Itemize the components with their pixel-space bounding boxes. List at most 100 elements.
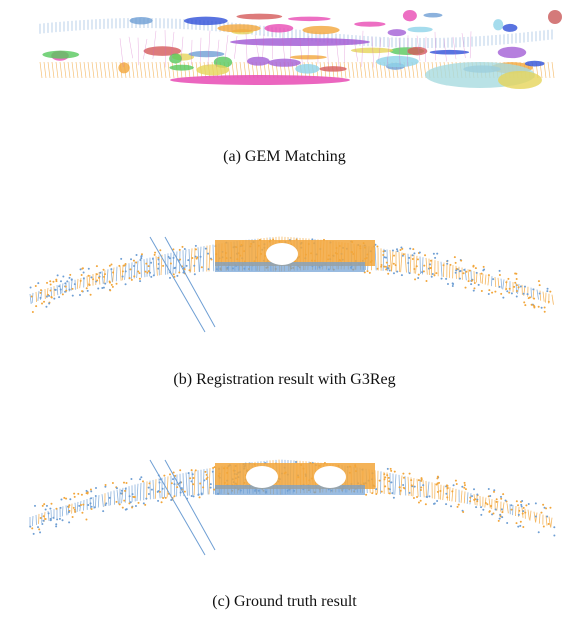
scan-line (72, 62, 74, 78)
point (87, 504, 89, 506)
point (480, 506, 482, 508)
point (188, 472, 190, 474)
point (52, 281, 54, 283)
point (195, 245, 197, 247)
point (202, 486, 204, 488)
point (538, 280, 540, 282)
match-line (246, 33, 247, 64)
point (452, 285, 454, 287)
point (210, 483, 212, 485)
point (68, 506, 70, 508)
point (64, 282, 66, 284)
point (55, 523, 57, 525)
point (94, 506, 96, 508)
scan-line (368, 62, 370, 78)
point (33, 533, 35, 535)
point (419, 252, 421, 254)
point (131, 507, 133, 509)
point (132, 493, 134, 495)
scan-line (376, 62, 378, 78)
point (522, 510, 524, 512)
point (517, 504, 519, 506)
scan-line (148, 62, 150, 78)
point (151, 489, 153, 491)
scan-line (168, 62, 170, 78)
point (43, 301, 45, 303)
match-line (225, 35, 228, 60)
point (501, 516, 503, 518)
point (499, 274, 501, 276)
point (162, 488, 164, 490)
point (295, 461, 297, 463)
point (45, 518, 47, 520)
scan-line (209, 245, 210, 271)
point (524, 512, 526, 514)
caption: (c) Ground truth result (0, 593, 569, 611)
point (383, 250, 385, 252)
point (547, 288, 549, 290)
gaussian-ellipsoid (388, 29, 406, 36)
point (172, 478, 174, 480)
point (472, 266, 474, 268)
point (150, 262, 152, 264)
point (456, 483, 458, 485)
dense-region (215, 485, 365, 495)
point (130, 258, 132, 260)
scan-line (380, 471, 381, 493)
point (87, 275, 89, 277)
point (45, 306, 47, 308)
point (507, 278, 509, 280)
point (201, 492, 203, 494)
point (516, 295, 518, 297)
point (63, 497, 65, 499)
point (139, 478, 141, 480)
scan-line (140, 483, 141, 501)
point (482, 269, 484, 271)
point (464, 482, 466, 484)
point (73, 493, 75, 495)
scan-line (80, 278, 81, 288)
point (90, 497, 92, 499)
scan-line (489, 498, 490, 508)
point (409, 248, 411, 250)
scan-line (356, 62, 358, 78)
point (81, 494, 83, 496)
point (393, 497, 395, 499)
point (421, 271, 423, 273)
point (478, 284, 480, 286)
point (179, 469, 181, 471)
point (43, 503, 45, 505)
point (518, 510, 520, 512)
point (50, 503, 52, 505)
point (435, 272, 437, 274)
point (79, 294, 81, 296)
point (387, 468, 389, 470)
point (535, 502, 537, 504)
gaussian-ellipsoid (302, 26, 339, 34)
point (208, 268, 210, 270)
point (80, 268, 82, 270)
point (111, 284, 113, 286)
match-line (470, 31, 471, 58)
point (48, 512, 50, 514)
point (462, 511, 464, 513)
point (159, 491, 161, 493)
gaussian-ellipsoid (354, 22, 385, 27)
point (443, 264, 445, 266)
point (500, 496, 502, 498)
point (199, 483, 201, 485)
point (388, 480, 390, 482)
point (112, 482, 114, 484)
point (523, 293, 525, 295)
point (408, 257, 410, 259)
scan-line (51, 287, 52, 297)
point (73, 507, 75, 509)
scan-line (80, 62, 82, 78)
gaussian-ellipsoid (217, 24, 260, 32)
point (66, 280, 68, 282)
point (381, 491, 383, 493)
point (402, 484, 404, 486)
point (437, 491, 439, 493)
scan-line (192, 62, 194, 78)
point (496, 501, 498, 503)
